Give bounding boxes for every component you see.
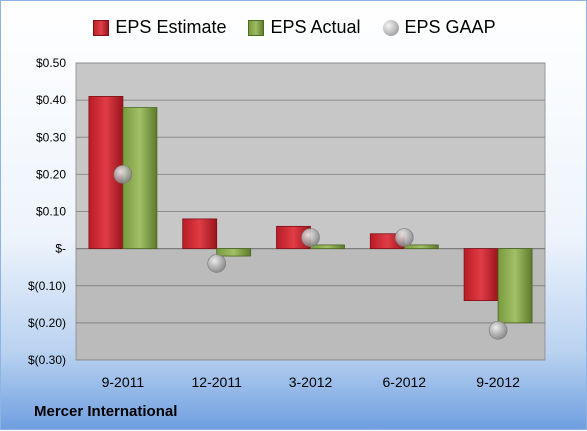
y-tick-label: $0.50 [36, 56, 66, 70]
legend-item-actual: EPS Actual [248, 17, 361, 38]
actual-swatch [248, 19, 265, 36]
x-tick-label: 12-2011 [192, 374, 243, 390]
y-tick-label: $- [55, 242, 66, 256]
legend-label-estimate: EPS Estimate [115, 17, 227, 37]
x-tick-label: 9-2012 [476, 374, 520, 390]
y-tick-label: $0.30 [36, 130, 66, 144]
x-tick-label: 9-2011 [102, 374, 145, 390]
y-tick-label: $(0.10) [28, 279, 66, 293]
company-name: Mercer International [34, 403, 178, 420]
gaap-point [207, 254, 226, 273]
legend-label-gaap: EPS GAAP [404, 17, 496, 37]
estimate-swatch [93, 19, 110, 36]
chart-legend: EPS Estimate EPS Actual EPS GAAP [1, 17, 587, 38]
bar-eps-actual [497, 248, 533, 324]
legend-item-gaap: EPS GAAP [382, 17, 496, 38]
legend-item-estimate: EPS Estimate [93, 17, 226, 38]
y-tick-label: $0.40 [36, 93, 66, 107]
x-tick-label: 6-2012 [383, 374, 427, 390]
bar-eps-actual [310, 244, 345, 250]
gaap-point [488, 320, 508, 340]
bar-eps-actual [403, 244, 439, 250]
y-tick-label: $(0.20) [28, 316, 66, 330]
bar-eps-estimate [182, 218, 218, 250]
bar-eps-estimate [463, 248, 499, 301]
y-tick-label: $(0.30) [28, 353, 66, 367]
y-tick-label: $0.20 [36, 167, 66, 181]
gaap-point [394, 228, 414, 247]
gaap-point [113, 165, 133, 184]
gaap-point [301, 228, 320, 247]
x-tick-label: 3-2012 [289, 374, 333, 390]
gaap-swatch [382, 19, 399, 36]
y-tick-label: $0.10 [36, 205, 66, 219]
bar-eps-actual [216, 248, 252, 257]
legend-label-actual: EPS Actual [270, 17, 361, 37]
